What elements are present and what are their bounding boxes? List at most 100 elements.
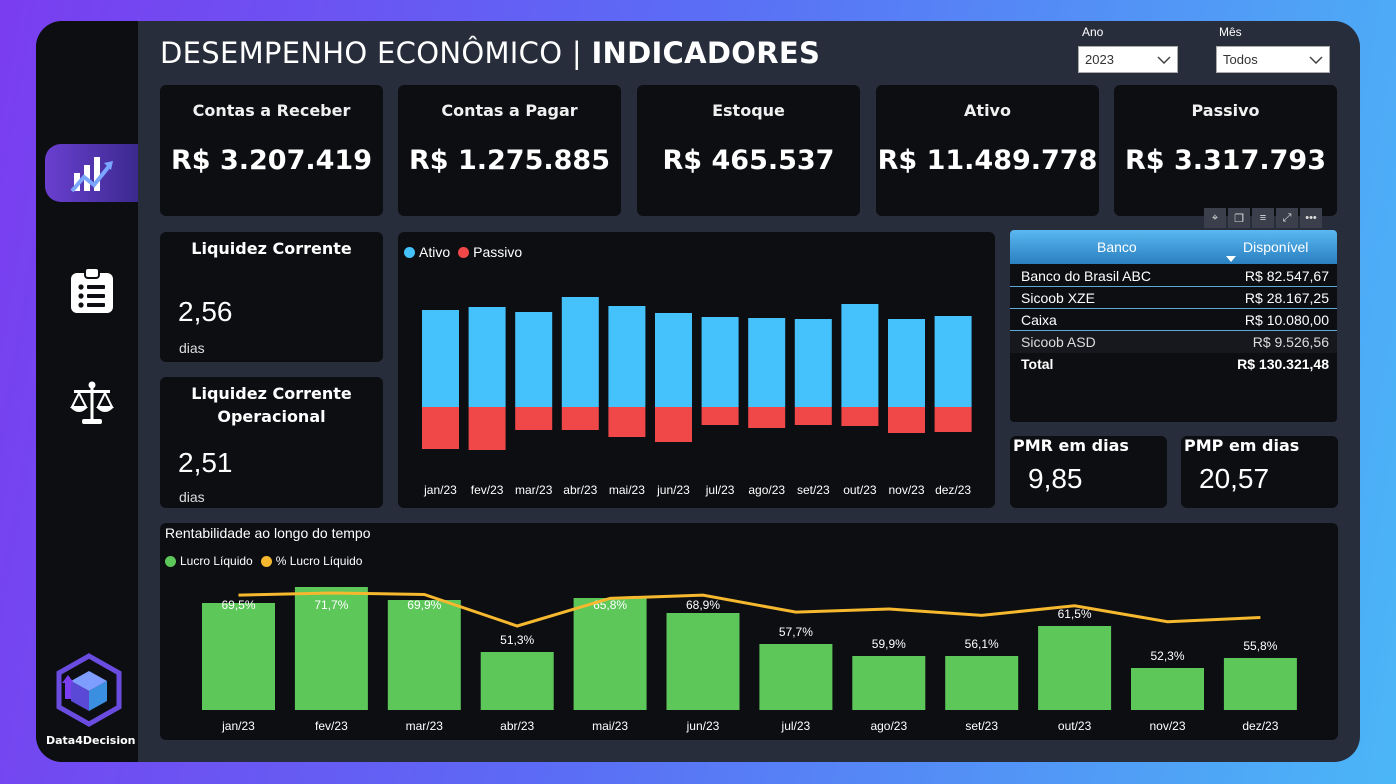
- bar-lucro-liquido: [759, 644, 833, 710]
- bank-name: Sicoob ASD: [1021, 334, 1096, 350]
- bar-ativo: [608, 306, 646, 407]
- legend-dot-passivo: [458, 246, 470, 258]
- dashboard-frame: Data4Decision DESEMPENHO ECONÔMICO | IND…: [36, 21, 1360, 762]
- bar-passivo: [655, 407, 692, 442]
- bank-value: R$ 10.080,00: [1244, 312, 1329, 328]
- year-select[interactable]: 2023: [1078, 46, 1178, 73]
- bar-ativo: [422, 310, 459, 407]
- copy-icon: ❐: [1234, 212, 1244, 225]
- legend-dot-pct-lucro: [260, 555, 272, 567]
- expand-icon: ⤢: [1282, 211, 1292, 224]
- liquidez-corrente-card[interactable]: Liquidez Corrente 2,56 dias: [160, 232, 383, 362]
- line-pct-lucro-liquido: [238, 591, 1261, 628]
- bar-ativo: [934, 316, 972, 407]
- col-header-available[interactable]: Disponível: [1243, 239, 1309, 255]
- pmp-value: 20,57: [1199, 463, 1270, 494]
- liquidez-corrente-value: 2,56: [178, 296, 233, 327]
- pmr-card[interactable]: PMR em dias 9,85: [1010, 436, 1167, 508]
- bank-name: Caixa: [1021, 312, 1057, 328]
- bank-value: R$ 82.547,67: [1244, 268, 1329, 284]
- bar-lucro-liquido: [294, 587, 368, 710]
- bank-value: R$ 28.167,25: [1244, 290, 1329, 306]
- kpi-card-estoque[interactable]: Estoque R$ 465.537: [637, 85, 860, 216]
- kpi-value: R$ 11.489.778: [877, 145, 1098, 176]
- page-title-bold: INDICADORES: [591, 36, 821, 70]
- bar-lucro-liquido: [666, 613, 740, 710]
- x-tick-label: nov/23: [1149, 719, 1185, 733]
- col-header-bank[interactable]: Banco: [1097, 239, 1137, 255]
- month-filter-label: Mês: [1219, 25, 1242, 39]
- x-tick-label: set/23: [965, 719, 998, 733]
- month-select[interactable]: Todos: [1216, 46, 1330, 73]
- legend-lucro: Lucro Líquido: [180, 554, 253, 568]
- table-row[interactable]: Caixa R$ 10.080,00: [1010, 309, 1337, 331]
- month-select-value: Todos: [1223, 52, 1258, 67]
- chart-title: Rentabilidade ao longo do tempo: [165, 525, 371, 541]
- data-label: 52,3%: [1150, 649, 1184, 663]
- year-select-value: 2023: [1085, 52, 1114, 67]
- bank-table-header: Banco Disponível: [1010, 230, 1337, 264]
- data-label: 71,7%: [314, 598, 348, 612]
- copy-button[interactable]: ❐: [1228, 208, 1250, 228]
- x-tick-label: set/23: [797, 483, 830, 497]
- data-label: 55,8%: [1243, 639, 1277, 653]
- legend-passivo: Passivo: [473, 244, 523, 260]
- filter-button[interactable]: ≡: [1252, 208, 1274, 228]
- rentabilidade-chart: 69,5% jan/23 71,7% fev/23 69,9% mar/23 51,3% ab…: [202, 587, 1297, 733]
- data-label: 69,9%: [407, 598, 441, 612]
- bar-passivo: [422, 407, 459, 449]
- table-row[interactable]: Banco do Brasil ABC R$ 82.547,67: [1010, 265, 1337, 287]
- kpi-label: Contas a Pagar: [441, 101, 578, 120]
- kpi-card-ativo[interactable]: Ativo R$ 11.489.778: [876, 85, 1099, 216]
- x-tick-label: dez/23: [935, 483, 971, 497]
- bar-ativo: [468, 307, 506, 407]
- data-label: 56,1%: [965, 637, 999, 651]
- pin-icon: ⌖: [1211, 211, 1219, 224]
- rentabilidade-chart-card[interactable]: Rentabilidade ao longo do tempo Lucro Lí…: [160, 523, 1338, 740]
- ativo-passivo-chart-card[interactable]: Ativo Passivo jan/23 fev/23 mar/23 abr/23 ma…: [398, 232, 995, 508]
- kpi-card-contas-receber[interactable]: Contas a Receber R$ 3.207.419: [160, 85, 383, 216]
- x-tick-label: out/23: [1058, 719, 1092, 733]
- x-tick-label: fev/23: [315, 719, 348, 733]
- bank-table[interactable]: Banco Disponível Banco do Brasil ABC R$ …: [1010, 230, 1337, 422]
- bar-passivo: [888, 407, 925, 433]
- ativo-passivo-chart: jan/23 fev/23 mar/23 abr/23 mai/23 jun/23 jul/…: [422, 297, 972, 497]
- kpi-label: Estoque: [712, 101, 785, 120]
- focus-mode-button[interactable]: ⤢: [1276, 208, 1298, 228]
- liquidez-operacional-label-1: Liquidez Corrente: [191, 384, 352, 403]
- chart-legend: Ativo Passivo: [404, 244, 522, 260]
- cube-logo-icon: [56, 653, 122, 727]
- bar-passivo: [701, 407, 739, 425]
- filter-icon: ≡: [1259, 212, 1267, 224]
- bar-ativo: [515, 312, 553, 407]
- x-tick-label: abr/23: [500, 719, 534, 733]
- bar-ativo: [794, 319, 832, 407]
- table-row[interactable]: Sicoob XZE R$ 28.167,25: [1010, 287, 1337, 309]
- legend-ativo: Ativo: [419, 244, 451, 260]
- x-tick-label: jun/23: [656, 483, 690, 497]
- total-label: Total: [1021, 356, 1054, 372]
- bar-ativo: [561, 297, 599, 407]
- table-row[interactable]: Sicoob ASD R$ 9.526,56: [1010, 331, 1337, 353]
- kpi-label: Contas a Receber: [192, 101, 351, 120]
- pin-button[interactable]: ⌖: [1204, 208, 1226, 228]
- chart-trend-icon: [69, 157, 113, 193]
- liquidez-operacional-card[interactable]: Liquidez Corrente Operacional 2,51 dias: [160, 377, 383, 508]
- bar-lucro-liquido: [480, 652, 554, 710]
- data-label: 65,8%: [593, 598, 627, 612]
- bar-passivo: [561, 407, 599, 430]
- kpi-card-contas-pagar[interactable]: Contas a Pagar R$ 1.275.885: [398, 85, 621, 216]
- kpi-card-passivo[interactable]: Passivo R$ 3.317.793: [1114, 85, 1337, 216]
- bank-name: Banco do Brasil ABC: [1021, 268, 1151, 284]
- nav-economic-performance[interactable]: [45, 144, 138, 202]
- nav-reports[interactable]: [45, 261, 138, 319]
- x-tick-label: abr/23: [563, 483, 597, 497]
- nav-balance[interactable]: [45, 374, 138, 432]
- kpi-label: Passivo: [1191, 101, 1260, 120]
- x-tick-label: ago/23: [748, 483, 785, 497]
- pmp-card[interactable]: PMP em dias 20,57: [1181, 436, 1338, 508]
- more-options-button[interactable]: •••: [1300, 208, 1322, 228]
- liquidez-operacional-value: 2,51: [178, 447, 233, 478]
- more-icon: •••: [1305, 212, 1317, 224]
- bar-passivo: [841, 407, 879, 426]
